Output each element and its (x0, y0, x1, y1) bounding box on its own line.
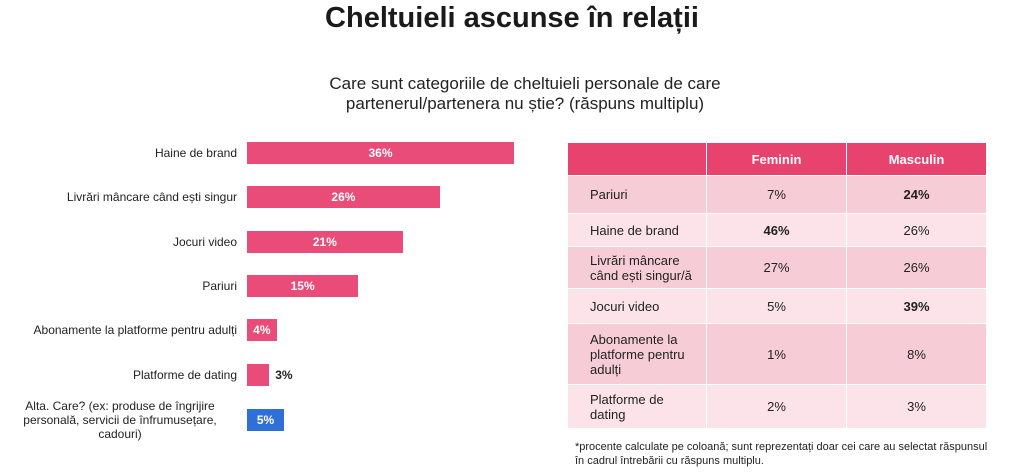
value-label: 3% (275, 368, 293, 382)
value-label: 5% (256, 413, 275, 427)
table: Feminin Masculin Pariuri 7% 24% Haine de bran… (567, 142, 987, 429)
table-cell: 2% (706, 384, 847, 429)
table-cell: 5% (706, 288, 847, 324)
table-row: Haine de brand 46% 26% (567, 213, 987, 247)
table-cell: 8% (846, 323, 987, 385)
table-cell: Pariuri (567, 175, 707, 214)
table-cell: Haine de brand (567, 213, 707, 247)
table-row: Pariuri 7% 24% (567, 175, 987, 214)
table-cell: Jocuri video (567, 288, 707, 324)
table-row: Abonamente la platforme pentru adulți 1% 8… (567, 323, 987, 385)
category-label: Alta. Care? (ex: produse de îngrijire pe… (23, 399, 217, 441)
value-label: 36% (368, 146, 393, 160)
table-row: Livrări mâncare când ești singur/ă 27% 26% (567, 246, 987, 289)
value-label: 15% (290, 279, 315, 293)
table-row: Platforme de dating 2% 3% (567, 384, 987, 429)
bar (247, 142, 514, 164)
category-label: Platforme de dating (132, 368, 237, 382)
value-label: 26% (331, 190, 356, 204)
table-cell: Abonamente la platforme pentru adulți (567, 323, 707, 385)
table-cell: 46% (706, 213, 847, 247)
table-cell: 1% (706, 323, 847, 385)
bar (247, 275, 359, 297)
table-cell: 26% (846, 213, 987, 247)
table-cell: 39% (846, 288, 987, 324)
header-cell (567, 142, 707, 176)
category-label: Haine de brand (154, 146, 237, 160)
table-cell: Livrări mâncare când ești singur/ă (567, 246, 707, 289)
title: Cheltuieli ascunse în relații (325, 2, 699, 34)
bar (247, 231, 403, 253)
header-cell: Feminin (706, 142, 847, 176)
category-label: Abonamente la platforme pentru adulți (33, 323, 237, 337)
value-label: 21% (312, 235, 337, 249)
table-cell: 24% (846, 175, 987, 214)
category-label: Pariuri (202, 279, 237, 293)
header-cell: Masculin (846, 142, 987, 176)
table-cell: 3% (846, 384, 987, 429)
value-label: 4% (253, 323, 271, 337)
bar (247, 409, 285, 431)
header-row: Feminin Masculin (567, 142, 987, 176)
footnote: *procente calculate pe coloană; sunt rep… (575, 441, 988, 467)
table-cell: 26% (846, 246, 987, 289)
bar (247, 186, 440, 208)
table-cell: Platforme de dating (567, 384, 707, 429)
category-label: Jocuri video (172, 235, 237, 249)
bar (247, 319, 277, 341)
table-cell: 27% (706, 246, 847, 289)
bar (247, 364, 270, 386)
table-row: Jocuri video 5% 39% (567, 288, 987, 324)
category-label: Livrări mâncare când ești singur (66, 190, 237, 204)
subtitle: Care sunt categoriile de cheltuieli pers… (329, 74, 721, 113)
table-cell: 7% (706, 175, 847, 214)
